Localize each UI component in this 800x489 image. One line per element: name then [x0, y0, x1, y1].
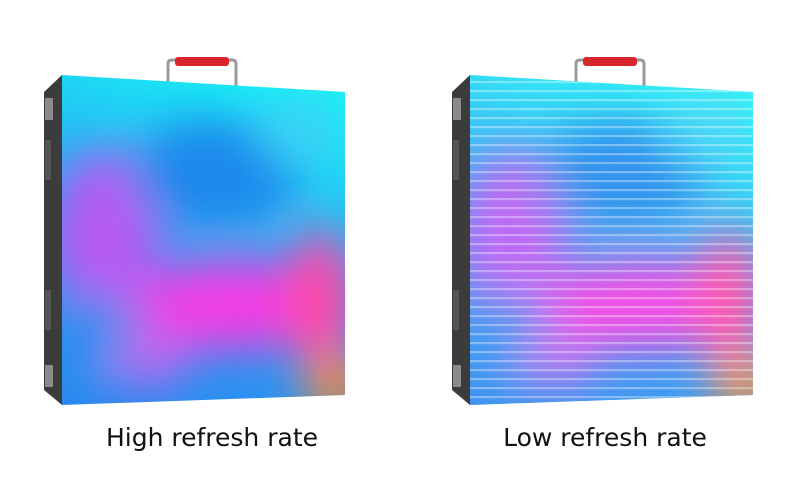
- led-screen: [40, 60, 365, 420]
- caption: High refresh rate: [106, 423, 318, 452]
- led-screen: [470, 75, 753, 405]
- panel-low: Low refresh rate: [450, 55, 753, 452]
- panel-high: High refresh rate: [40, 55, 365, 452]
- caption: Low refresh rate: [503, 423, 707, 452]
- scan-lines: [470, 75, 753, 405]
